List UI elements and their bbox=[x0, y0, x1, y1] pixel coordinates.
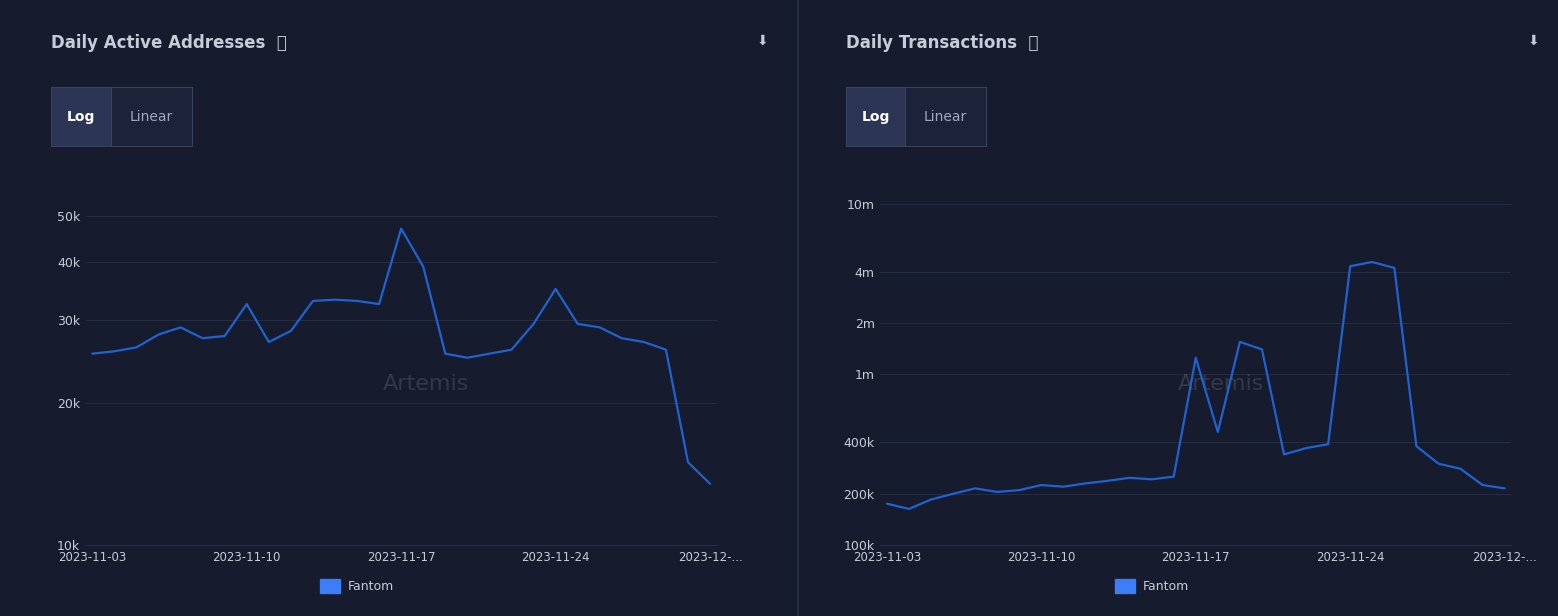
Text: Log: Log bbox=[862, 110, 890, 124]
Text: Fantom: Fantom bbox=[349, 580, 394, 593]
Text: Linear: Linear bbox=[129, 110, 173, 124]
Text: ⬇: ⬇ bbox=[1528, 34, 1539, 48]
Text: Daily Active Addresses  ⓘ: Daily Active Addresses ⓘ bbox=[51, 34, 287, 52]
Text: Artemis: Artemis bbox=[383, 374, 469, 394]
Text: Log: Log bbox=[67, 110, 95, 124]
Text: ⬇: ⬇ bbox=[757, 34, 768, 48]
Text: Artemis: Artemis bbox=[1178, 374, 1264, 394]
Text: Daily Transactions  ⓘ: Daily Transactions ⓘ bbox=[846, 34, 1039, 52]
Text: Fantom: Fantom bbox=[1144, 580, 1189, 593]
Text: Linear: Linear bbox=[924, 110, 968, 124]
